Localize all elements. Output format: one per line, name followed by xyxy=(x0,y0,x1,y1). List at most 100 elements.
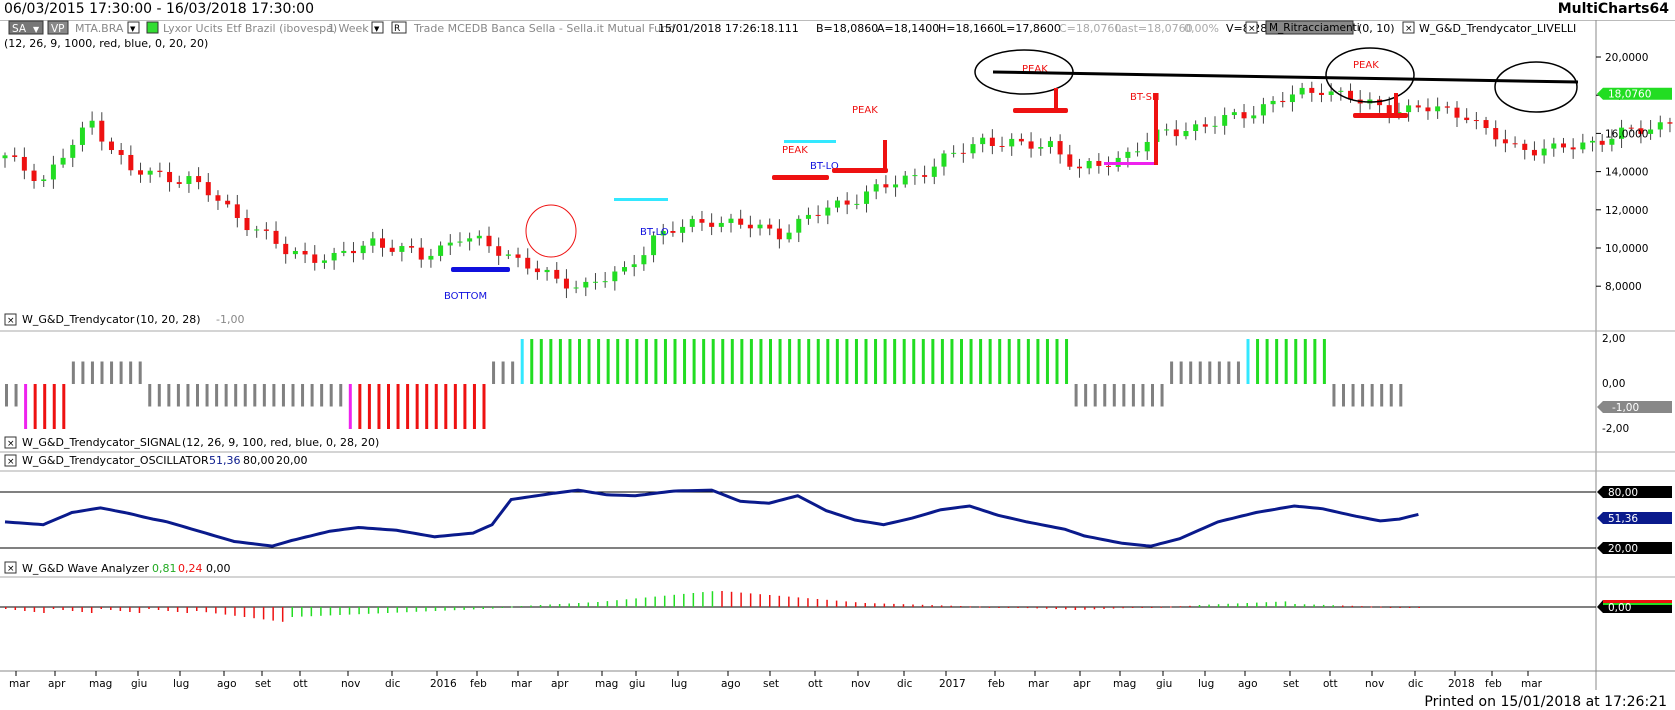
candle[interactable] xyxy=(128,154,134,171)
trendycator-bar[interactable] xyxy=(807,339,811,384)
candle[interactable] xyxy=(534,268,540,273)
trendycator-bar[interactable] xyxy=(415,384,419,429)
trendycator-bar[interactable] xyxy=(1342,384,1345,407)
candle[interactable] xyxy=(1377,99,1383,106)
candle[interactable] xyxy=(118,150,124,155)
wave-bar[interactable] xyxy=(883,603,886,607)
wave-bar[interactable] xyxy=(960,606,962,607)
wave-bar[interactable] xyxy=(387,607,389,613)
wave-bar[interactable] xyxy=(988,606,991,608)
trendycator-bar[interactable] xyxy=(1265,339,1269,384)
candle[interactable] xyxy=(1599,140,1605,145)
trendycator-bar[interactable] xyxy=(1189,361,1193,385)
candle[interactable] xyxy=(525,257,531,269)
candle[interactable] xyxy=(844,200,850,205)
candle[interactable] xyxy=(1076,166,1082,169)
candle[interactable] xyxy=(31,170,37,181)
candle[interactable] xyxy=(447,242,453,246)
trendycator-bar[interactable] xyxy=(568,339,572,384)
candle[interactable] xyxy=(1144,141,1150,152)
trendycator-bar[interactable] xyxy=(24,384,28,429)
trendycator-bar[interactable] xyxy=(1246,339,1250,384)
candle[interactable] xyxy=(1415,105,1421,108)
trendycator-bar[interactable] xyxy=(262,384,266,407)
trendycator-bar[interactable] xyxy=(1170,361,1174,385)
candle[interactable] xyxy=(496,246,502,256)
wave-bar[interactable] xyxy=(893,603,895,607)
trendycator-bar[interactable] xyxy=(826,339,830,384)
candle[interactable] xyxy=(157,170,163,172)
candle[interactable] xyxy=(21,156,27,171)
wave-bar[interactable] xyxy=(81,607,83,612)
candle[interactable] xyxy=(331,252,337,261)
trendycator-bar[interactable] xyxy=(597,339,601,384)
trendycator-bar[interactable] xyxy=(472,384,476,429)
candle[interactable] xyxy=(883,184,889,188)
candle[interactable] xyxy=(544,269,550,273)
candle[interactable] xyxy=(902,175,908,185)
trendycator-bar[interactable] xyxy=(339,384,343,407)
wave-bar[interactable] xyxy=(196,607,198,611)
wave-bar[interactable] xyxy=(358,607,360,615)
candle[interactable] xyxy=(1067,154,1073,167)
wave-bar[interactable] xyxy=(253,607,255,619)
trendycator-bar[interactable] xyxy=(215,384,219,407)
candle[interactable] xyxy=(409,246,415,248)
trendycator-bar[interactable] xyxy=(100,361,104,385)
wave-bar[interactable] xyxy=(1084,607,1086,610)
candle[interactable] xyxy=(1318,92,1324,95)
wave-bar[interactable] xyxy=(797,597,800,607)
candle[interactable] xyxy=(167,171,173,183)
trendycator-bar[interactable] xyxy=(224,384,228,407)
trendycator-bar[interactable] xyxy=(912,339,916,384)
candle[interactable] xyxy=(1086,160,1092,169)
candle[interactable] xyxy=(1609,138,1615,145)
candle[interactable] xyxy=(1222,115,1228,126)
trendycator-bar[interactable] xyxy=(1103,384,1107,407)
trendycator-bar[interactable] xyxy=(1160,384,1164,407)
wave-bar[interactable] xyxy=(826,599,828,607)
wave-bar[interactable] xyxy=(205,607,208,613)
candle[interactable] xyxy=(1173,129,1179,137)
trendycator-bar[interactable] xyxy=(119,361,123,385)
trendycator-bar[interactable] xyxy=(663,339,667,384)
wave-bar[interactable] xyxy=(1007,607,1010,608)
candle[interactable] xyxy=(283,243,289,255)
trendycator-bar[interactable] xyxy=(90,361,94,385)
candle[interactable] xyxy=(960,152,966,154)
trendycator-bar[interactable] xyxy=(1198,361,1202,385)
wave-bar[interactable] xyxy=(434,607,437,611)
trendycator-bar[interactable] xyxy=(1131,384,1135,407)
trendycator-bar[interactable] xyxy=(348,384,352,429)
candle[interactable] xyxy=(854,203,860,205)
trendycator-bar[interactable] xyxy=(281,384,285,407)
trendycator-bar[interactable] xyxy=(320,384,324,407)
trendycator-bar[interactable] xyxy=(1303,339,1307,384)
trendycator-bar[interactable] xyxy=(769,339,772,384)
interval-dropdown[interactable] xyxy=(371,21,384,34)
candle[interactable] xyxy=(592,281,598,283)
candle[interactable] xyxy=(1251,115,1257,119)
trendycator-bar[interactable] xyxy=(1389,384,1393,407)
candle[interactable] xyxy=(1241,112,1247,119)
wave-bar[interactable] xyxy=(625,599,628,607)
wave-bar[interactable] xyxy=(1361,606,1363,608)
candle[interactable] xyxy=(1164,129,1170,131)
candle[interactable] xyxy=(776,228,782,240)
wave-bar[interactable] xyxy=(167,607,169,611)
candle[interactable] xyxy=(1028,141,1034,149)
candle[interactable] xyxy=(12,155,18,157)
trendycator-bar[interactable] xyxy=(893,339,897,384)
candle[interactable] xyxy=(893,184,899,188)
trendycator-bar[interactable] xyxy=(81,361,85,385)
candle[interactable] xyxy=(747,224,753,229)
candle[interactable] xyxy=(1473,120,1479,122)
wave-bar[interactable] xyxy=(444,607,446,611)
wave-bar[interactable] xyxy=(597,602,599,607)
wave-bar[interactable] xyxy=(71,607,74,611)
trendycator-bar[interactable] xyxy=(157,384,161,407)
trendycator-bar[interactable] xyxy=(301,384,305,407)
wave-bar[interactable] xyxy=(90,607,93,613)
trendycator-bar[interactable] xyxy=(1284,339,1288,384)
candle[interactable] xyxy=(873,184,879,192)
